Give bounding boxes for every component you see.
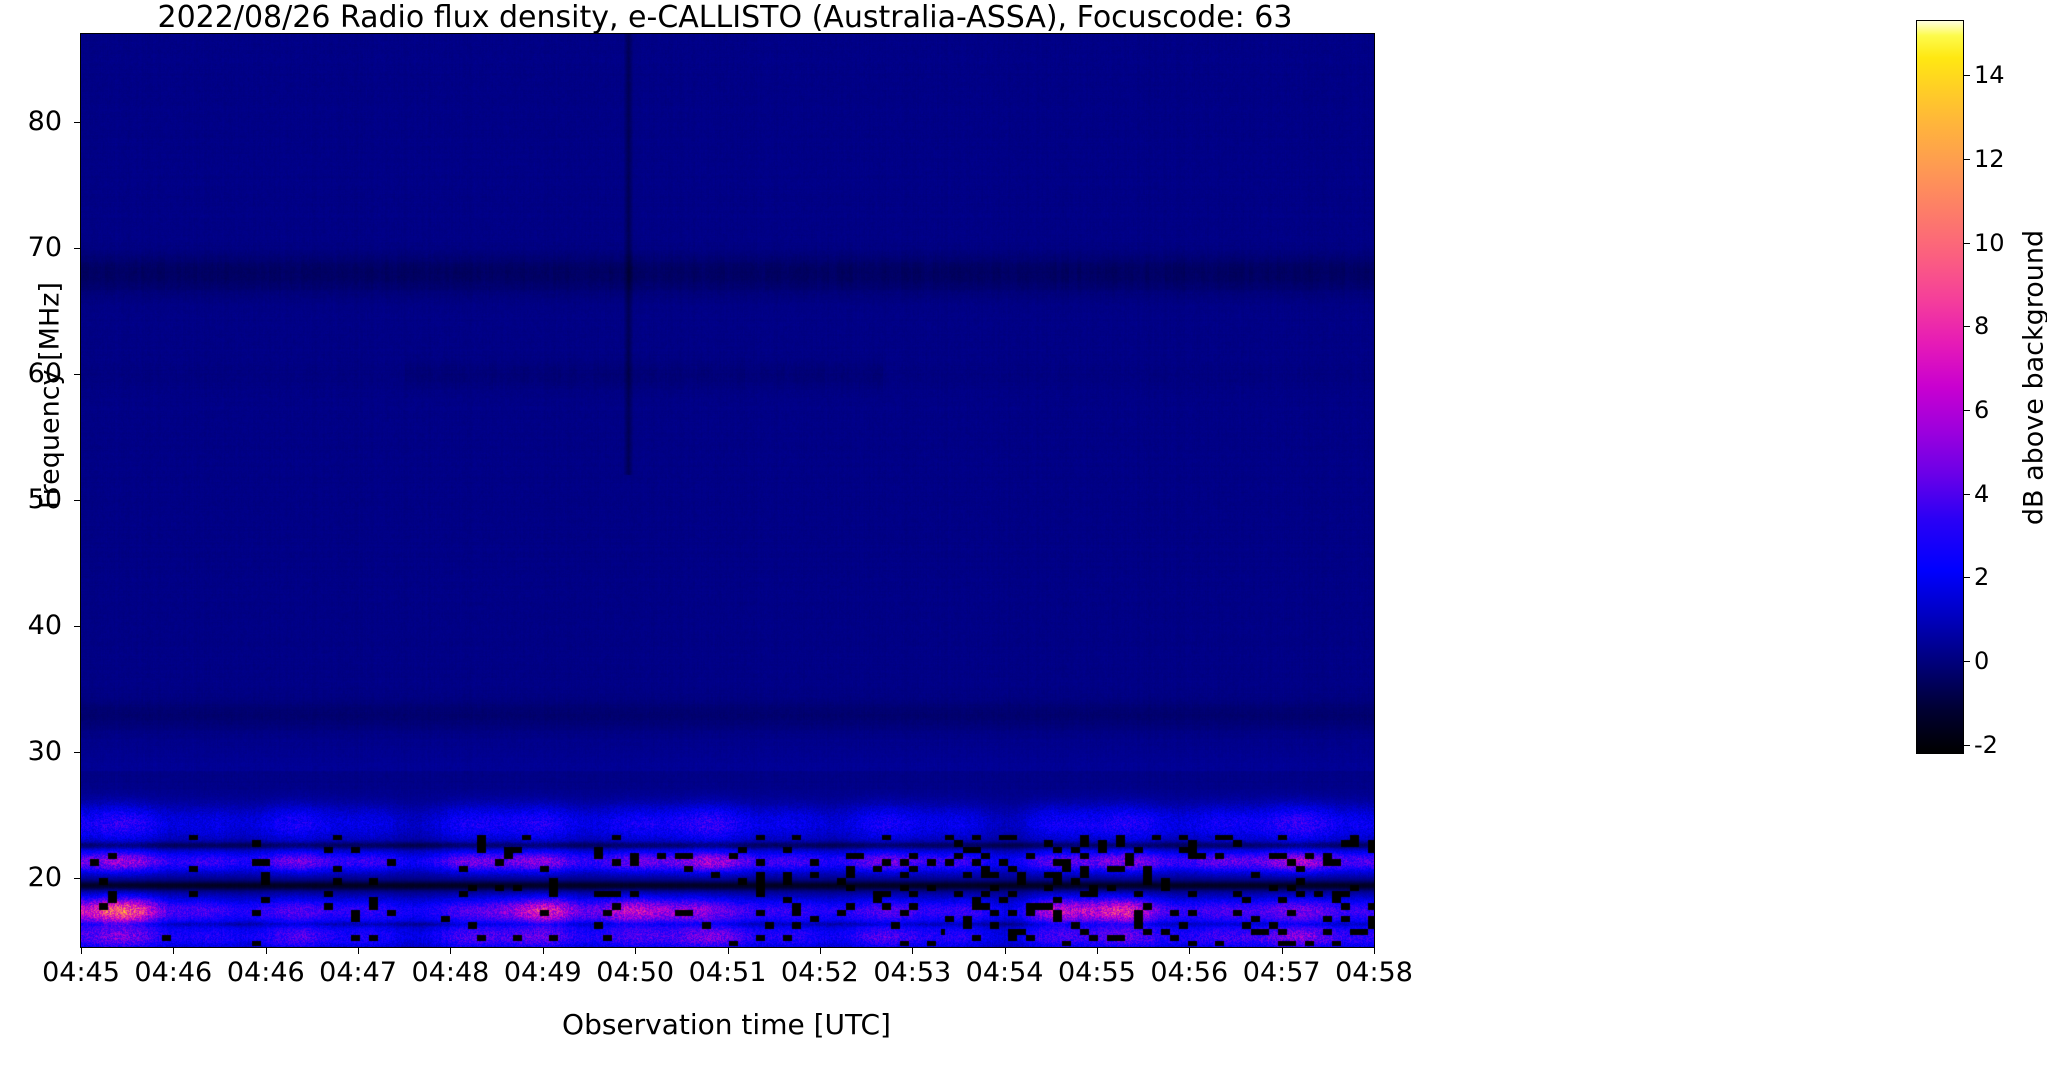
y-tick-mark	[74, 751, 81, 753]
y-tick-mark	[74, 374, 81, 375]
x-tick-label: 04:50	[596, 957, 675, 988]
x-tick-mark	[1281, 947, 1283, 954]
x-tick-mark	[542, 947, 544, 954]
y-axis-label: Frequency [MHz]	[34, 282, 66, 509]
colorbar-tick-label: 2	[1974, 563, 1990, 592]
y-tick-mark	[74, 877, 81, 879]
colorbar-tick-label: 14	[1974, 61, 2005, 90]
y-tick-label: 40	[27, 609, 62, 641]
page-title: 2022/08/26 Radio flux density, e-CALLIST…	[157, 0, 1293, 35]
colorbar-tick-mark	[1963, 744, 1970, 746]
x-tick-label: 04:57	[1242, 957, 1321, 988]
y-tick-label: 70	[27, 232, 62, 264]
y-tick-label: 30	[27, 735, 62, 767]
x-tick-label: 04:55	[1058, 957, 1136, 988]
colorbar-label: dB above background	[2018, 229, 2047, 526]
x-tick-mark	[358, 947, 360, 954]
colorbar-tick-mark	[1963, 159, 1970, 161]
colorbar-gradient[interactable]	[1916, 20, 1964, 754]
x-tick-mark	[912, 947, 914, 954]
x-tick-label: 04:48	[411, 957, 490, 988]
colorbar-tick-mark	[1963, 75, 1970, 77]
x-tick-label: 04:49	[503, 957, 582, 988]
colorbar-tick-mark	[1963, 410, 1970, 411]
x-tick-mark	[635, 947, 637, 954]
y-tick-mark	[74, 248, 81, 250]
x-tick-label: 04:54	[965, 957, 1044, 988]
colorbar-tick-label: 12	[1974, 145, 2005, 174]
x-tick-mark	[819, 947, 821, 954]
x-tick-label: 04:47	[319, 957, 397, 988]
x-tick-mark	[1096, 947, 1098, 954]
x-tick-label: 04:51	[688, 957, 767, 988]
x-tick-label: 04:56	[1150, 957, 1229, 988]
y-tick-label: 60	[27, 358, 62, 389]
colorbar-tick-label: 8	[1974, 312, 1990, 341]
x-axis-label: Observation time [UTC]	[562, 1008, 891, 1041]
spectrogram-plot[interactable]	[80, 33, 1375, 948]
colorbar-tick-label: -2	[1974, 730, 1998, 759]
x-tick-mark	[81, 947, 82, 954]
x-tick-mark	[727, 947, 729, 954]
x-tick-mark	[1004, 947, 1006, 954]
colorbar-tick-mark	[1963, 577, 1970, 579]
colorbar-tick-mark	[1963, 493, 1970, 495]
colorbar-tick-mark	[1963, 242, 1970, 244]
colorbar-tick-label: 4	[1974, 479, 1990, 508]
colorbar-tick-label: 0	[1974, 646, 1990, 675]
colorbar-tick-label: 10	[1974, 228, 2005, 257]
y-tick-mark	[74, 122, 81, 124]
y-tick-label: 80	[27, 106, 62, 138]
x-tick-mark	[173, 947, 175, 954]
x-tick-mark	[450, 947, 452, 954]
x-tick-label: 04:58	[1335, 957, 1413, 988]
y-tick-label: 20	[27, 861, 62, 893]
x-tick-label: 04:53	[873, 957, 952, 988]
colorbar-tick-label: 6	[1974, 396, 1990, 424]
x-tick-label: 04:46	[226, 957, 305, 988]
y-tick-mark	[74, 625, 81, 627]
spectrogram-image	[81, 34, 1374, 947]
y-tick-mark	[74, 499, 81, 501]
x-tick-label: 04:46	[134, 957, 213, 988]
y-tick-label: 50	[27, 483, 62, 515]
x-tick-mark	[1374, 947, 1375, 954]
x-tick-mark	[265, 947, 267, 954]
colorbar-tick-mark	[1963, 326, 1970, 328]
x-tick-label: 04:45	[42, 957, 120, 988]
x-tick-mark	[1189, 947, 1191, 954]
x-tick-label: 04:52	[780, 957, 859, 988]
colorbar-tick-mark	[1963, 660, 1970, 662]
